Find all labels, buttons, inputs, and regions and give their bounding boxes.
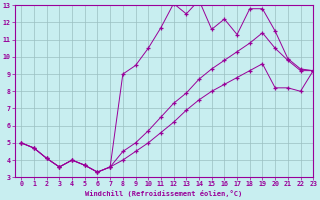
X-axis label: Windchill (Refroidissement éolien,°C): Windchill (Refroidissement éolien,°C) — [85, 190, 243, 197]
